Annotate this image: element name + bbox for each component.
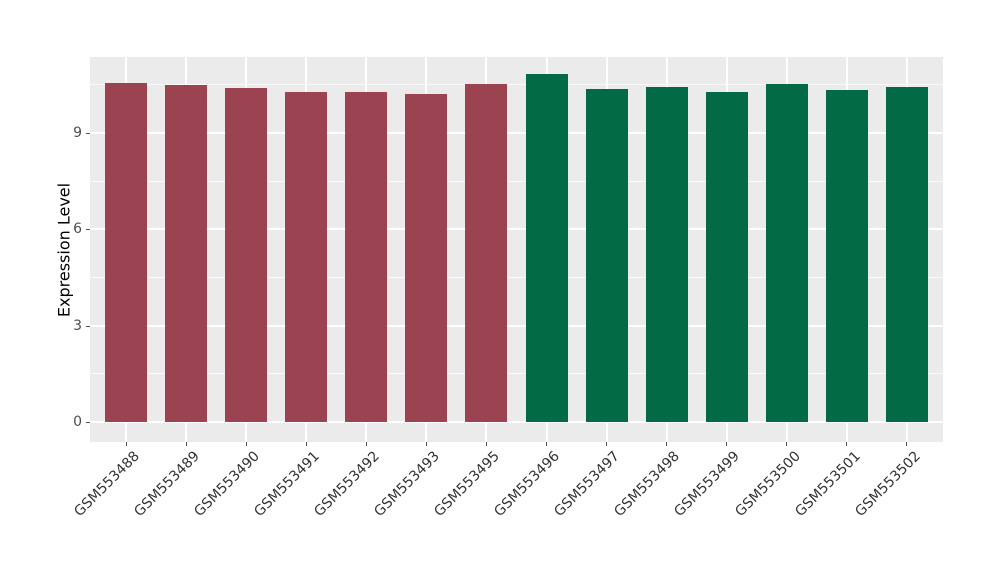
x-tick-mark <box>425 442 427 446</box>
y-axis-title: Expression Level <box>54 182 74 318</box>
x-tick-mark <box>365 442 367 446</box>
x-tick-mark <box>485 442 487 446</box>
gridline-major-h <box>90 132 943 135</box>
x-tick-mark <box>846 442 848 446</box>
gridline-major-h <box>90 324 943 327</box>
y-axis: 0 3 6 9 <box>0 57 90 442</box>
bar <box>765 84 808 422</box>
bar <box>105 82 148 422</box>
bar <box>825 90 868 422</box>
gridline-major-h <box>90 420 943 423</box>
bar <box>285 92 328 422</box>
y-tick-label: 6 <box>73 221 82 238</box>
bar <box>465 83 508 422</box>
bar <box>405 94 448 422</box>
bar <box>705 92 748 422</box>
gridline-minor-h <box>90 180 943 182</box>
bar <box>525 74 568 422</box>
bar <box>885 86 928 422</box>
gridline-major-h <box>90 228 943 231</box>
bar <box>585 89 628 422</box>
gridline-minor-h <box>90 373 943 375</box>
y-tick-mark <box>86 229 90 231</box>
x-tick-mark <box>305 442 307 446</box>
x-tick-mark <box>726 442 728 446</box>
y-tick-mark <box>86 421 90 423</box>
x-tick-mark <box>245 442 247 446</box>
x-tick-mark <box>546 442 548 446</box>
bar <box>645 87 688 422</box>
y-tick-label: 9 <box>73 125 82 142</box>
x-tick-mark <box>125 442 127 446</box>
x-tick-mark <box>906 442 908 446</box>
y-tick-label: 3 <box>73 317 82 334</box>
y-tick-mark <box>86 133 90 135</box>
x-tick-mark <box>786 442 788 446</box>
x-tick-mark <box>666 442 668 446</box>
x-tick-mark <box>185 442 187 446</box>
y-tick-mark <box>86 325 90 327</box>
gridline-minor-h <box>90 84 943 86</box>
x-tick-mark <box>606 442 608 446</box>
x-axis: GSM553488 GSM553489 GSM553490 GSM553491 GSM5… <box>71 442 943 580</box>
bar <box>165 84 208 422</box>
y-tick-label: 0 <box>73 413 82 430</box>
gridline-minor-h <box>90 276 943 278</box>
plot-panel <box>90 57 943 442</box>
bar <box>345 92 388 422</box>
bar <box>225 87 268 422</box>
